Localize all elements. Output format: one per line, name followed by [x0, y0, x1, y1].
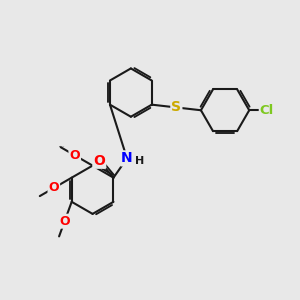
Text: H: H: [135, 156, 145, 166]
Text: O: O: [69, 149, 80, 162]
Text: O: O: [93, 154, 105, 168]
Text: O: O: [49, 182, 59, 194]
Text: methoxy: methoxy: [59, 146, 65, 147]
Text: O: O: [59, 215, 70, 228]
Text: Cl: Cl: [260, 104, 274, 117]
Text: N: N: [121, 152, 133, 165]
Text: S: S: [171, 100, 182, 115]
